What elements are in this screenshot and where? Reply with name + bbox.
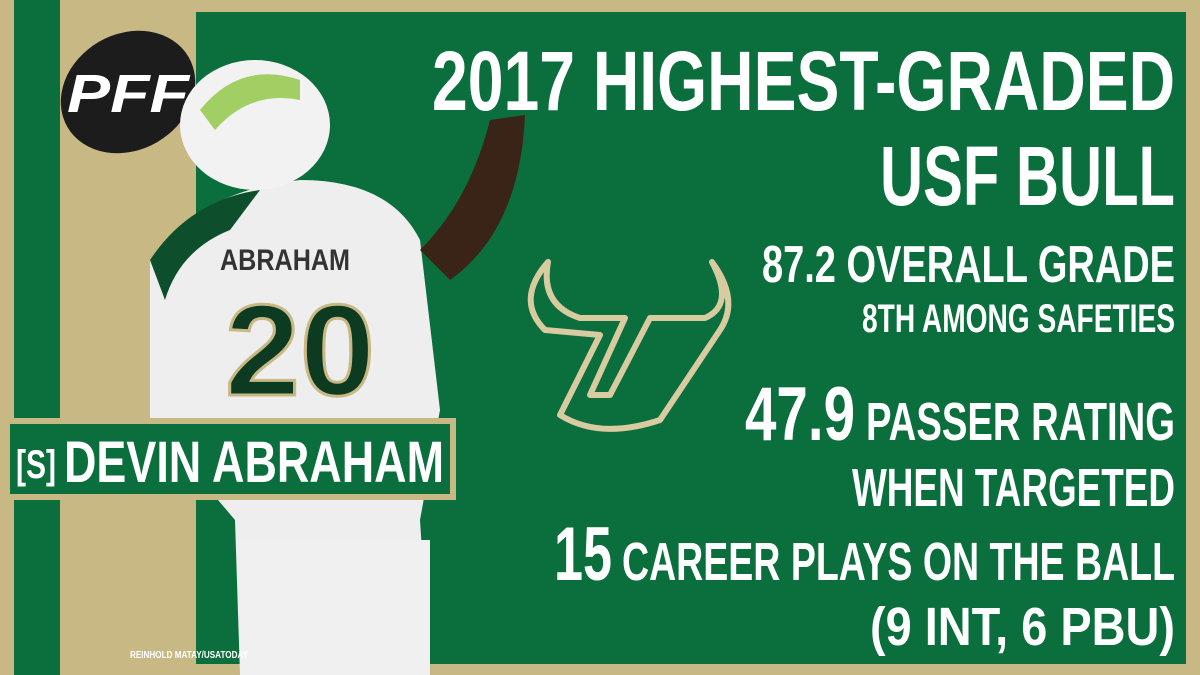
player-photo: ABRAHAM 20: [150, 60, 525, 675]
headline-line1: 2017 HIGHEST-GRADED: [432, 34, 1175, 128]
photo-credit: REINHOLD MATAY/USATODAY: [130, 650, 248, 661]
stat-plays-label: CAREER PLAYS ON THE BALL: [622, 532, 1175, 592]
stat-rating-number: 47.9: [745, 372, 855, 457]
stat-rating-detail: WHEN TARGETED: [852, 458, 1175, 518]
name-plate: [S] DEVIN ABRAHAM: [4, 418, 456, 500]
jersey-number: 20: [225, 277, 375, 423]
bull-logo: [527, 259, 732, 432]
jersey-name: ABRAHAM: [220, 244, 350, 277]
stat-grade: 87.2 OVERALL GRADE: [762, 236, 1175, 294]
stat-plays-detail: (9 INT, 6 PBU): [870, 597, 1175, 657]
left-stripe: [14, 0, 60, 675]
headline-line2: USF BULL: [880, 129, 1175, 223]
stat-rating-label: PASSER RATING: [866, 392, 1175, 452]
player-name: DEVIN ABRAHAM: [64, 430, 444, 495]
pff-logo: PFF: [60, 30, 196, 154]
stat-plays-number: 15: [554, 512, 612, 597]
logo-text: PFF: [67, 64, 191, 124]
player-position: [S]: [16, 443, 56, 487]
stat-grade-detail: 8TH AMONG SAFETIES: [862, 297, 1175, 341]
